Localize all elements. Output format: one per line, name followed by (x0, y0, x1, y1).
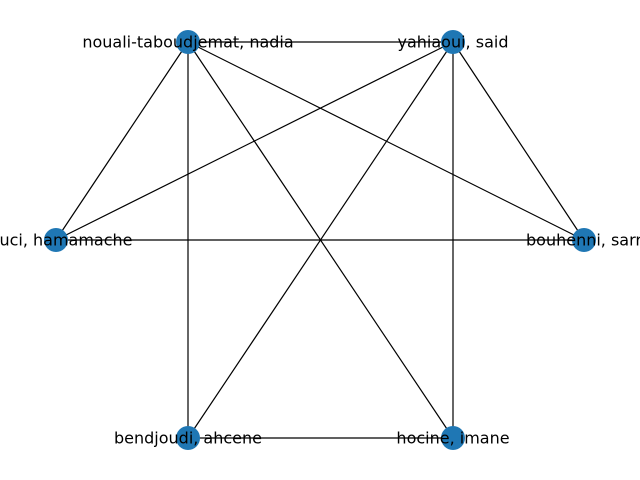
node-label-hamamache: douci, hamamache (0, 231, 133, 250)
node-label-ahcene: bendjoudi, ahcene (114, 429, 262, 448)
edge-nadia-sarr (188, 42, 584, 240)
edge-nadia-hamamache (56, 42, 188, 240)
edges-layer (56, 42, 584, 438)
node-label-nadia: nouali-taboudjemat, nadia (82, 33, 293, 52)
node-label-said: yahiaoui, said (398, 33, 509, 52)
node-label-sarr: bouhenni, sarr (526, 231, 640, 250)
edge-said-hamamache (56, 42, 453, 240)
node-label-imane: hocine, imane (396, 429, 509, 448)
edge-said-sarr (453, 42, 584, 240)
